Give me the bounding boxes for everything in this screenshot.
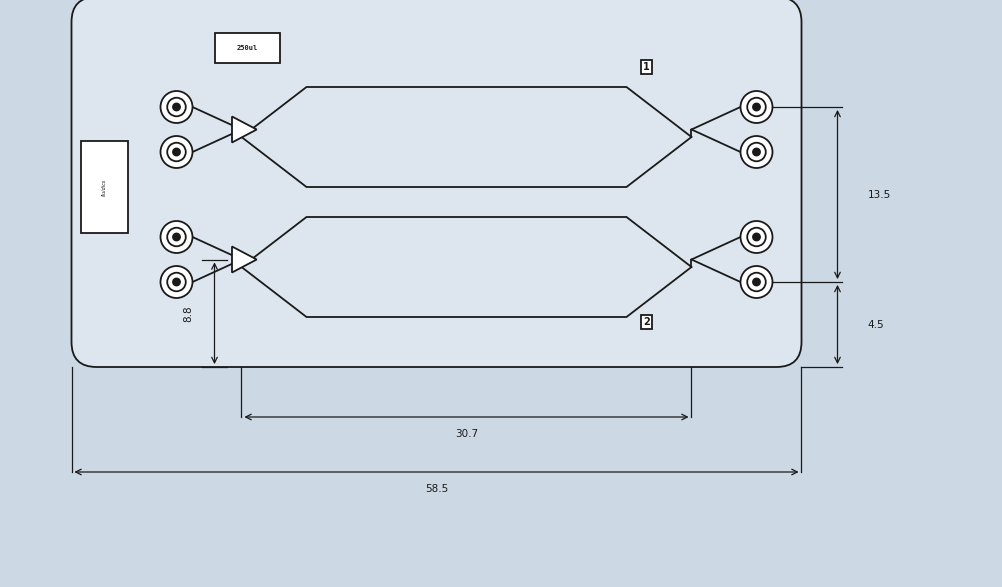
Circle shape [753, 234, 760, 241]
FancyBboxPatch shape [71, 0, 801, 367]
Circle shape [167, 143, 185, 161]
Text: 1: 1 [642, 62, 649, 72]
FancyBboxPatch shape [215, 33, 280, 63]
Circle shape [160, 266, 192, 298]
Circle shape [160, 91, 192, 123]
Text: 13.5: 13.5 [867, 190, 890, 200]
Text: fluidics: fluidics [101, 178, 106, 195]
Circle shape [167, 228, 185, 247]
Circle shape [167, 273, 185, 291]
Circle shape [753, 149, 760, 156]
Circle shape [172, 234, 179, 241]
Polygon shape [231, 247, 257, 272]
Circle shape [753, 103, 760, 110]
Circle shape [172, 149, 179, 156]
Circle shape [160, 136, 192, 168]
Polygon shape [231, 116, 257, 143]
Circle shape [160, 221, 192, 253]
Text: 2: 2 [642, 317, 649, 327]
Circle shape [739, 266, 772, 298]
Circle shape [746, 143, 765, 161]
FancyBboxPatch shape [80, 141, 127, 233]
Circle shape [172, 278, 179, 285]
Text: 58.5: 58.5 [425, 484, 448, 494]
Circle shape [746, 97, 765, 116]
Text: 8.8: 8.8 [183, 305, 193, 322]
Circle shape [753, 278, 760, 285]
Circle shape [739, 136, 772, 168]
Circle shape [167, 97, 185, 116]
Text: 30.7: 30.7 [455, 429, 478, 439]
Circle shape [746, 228, 765, 247]
Circle shape [739, 91, 772, 123]
Text: 4.5: 4.5 [867, 319, 883, 329]
Circle shape [172, 103, 179, 110]
Circle shape [739, 221, 772, 253]
Circle shape [746, 273, 765, 291]
Text: 250ul: 250ul [236, 45, 258, 51]
